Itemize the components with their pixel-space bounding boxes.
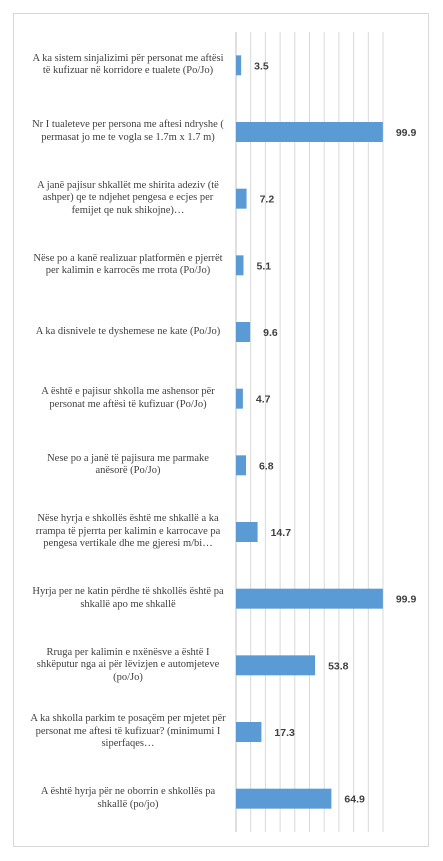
category-label: Hyrja per ne katin përdhe të shkollës ës… xyxy=(30,569,226,628)
category-label: A ka sistem sinjalizimi për personat me … xyxy=(30,36,226,95)
category-label: Rruga per kalimin e nxënësve a është I s… xyxy=(30,636,226,695)
data-label: 9.6 xyxy=(263,327,278,339)
bar xyxy=(236,522,258,542)
data-label: 5.1 xyxy=(256,260,271,272)
chart-frame xyxy=(13,13,429,847)
category-label-text: A është e pajisur shkolla me ashensor pë… xyxy=(41,386,215,410)
category-label-text: A është hyrja për ne oborrin e shkollës … xyxy=(40,786,216,810)
category-label-text: A ka disnivele te dyshemese ne kate (Po/… xyxy=(35,325,221,337)
category-label-text: A janë pajisur shkallët me shirita adezi… xyxy=(37,179,219,216)
category-label: Nëse hyrja e shkollës është me shkallë a… xyxy=(30,503,226,562)
category-label: A ka shkolla parkim te posaçëm per mjete… xyxy=(30,703,226,762)
category-label: Nr I tualeteve per persona me aftesi ndr… xyxy=(30,103,226,162)
bar xyxy=(236,322,251,342)
bar xyxy=(236,388,243,409)
bar xyxy=(236,455,246,476)
category-label-text: Nese po a janë të pajisura me parmake an… xyxy=(47,452,209,477)
category-label-text: Rruga per kalimin e nxënësve a është I s… xyxy=(36,646,220,683)
bar xyxy=(236,55,242,76)
bar xyxy=(236,655,316,676)
category-label: A ka disnivele te dyshemese ne kate (Po/… xyxy=(30,303,226,362)
category-label: Nese po a janë të pajisura me parmake an… xyxy=(30,436,226,495)
data-label: 99.9 xyxy=(396,127,417,139)
data-label: 14.7 xyxy=(271,527,292,539)
data-label: 3.5 xyxy=(254,60,269,72)
bar xyxy=(236,722,262,742)
bar xyxy=(236,588,383,609)
category-label: A janë pajisur shkallët me shirita adezi… xyxy=(30,169,226,228)
data-label: 99.9 xyxy=(396,594,417,606)
data-label: 53.8 xyxy=(328,660,349,672)
data-label: 7.2 xyxy=(260,194,275,206)
bar xyxy=(236,188,247,209)
bar xyxy=(236,122,383,142)
category-label-text: Hyrja per ne katin përdhe të shkollës ës… xyxy=(32,586,224,610)
category-label: A është e pajisur shkolla me ashensor pë… xyxy=(30,369,226,428)
data-label: 4.7 xyxy=(256,394,271,406)
category-label: A është hyrja për ne oborrin e shkollës … xyxy=(30,769,226,828)
bar xyxy=(236,255,244,276)
data-label: 17.3 xyxy=(274,727,295,739)
category-label-text: A ka sistem sinjalizimi për personat me … xyxy=(32,52,224,77)
category-label-text: A ka shkolla parkim te posaçëm per mjete… xyxy=(30,713,226,750)
data-label: 6.8 xyxy=(259,460,274,472)
bar xyxy=(236,788,332,809)
data-label: 64.9 xyxy=(344,794,365,806)
category-label-text: Nëse hyrja e shkollës është me shkallë a… xyxy=(35,513,221,550)
category-label: Nëse po a kanë realizuar platformën e pj… xyxy=(30,236,226,295)
category-label-text: Nr I tualeteve per persona me aftesi ndr… xyxy=(32,119,224,143)
category-label-text: Nëse po a kanë realizuar platformën e pj… xyxy=(33,252,223,277)
